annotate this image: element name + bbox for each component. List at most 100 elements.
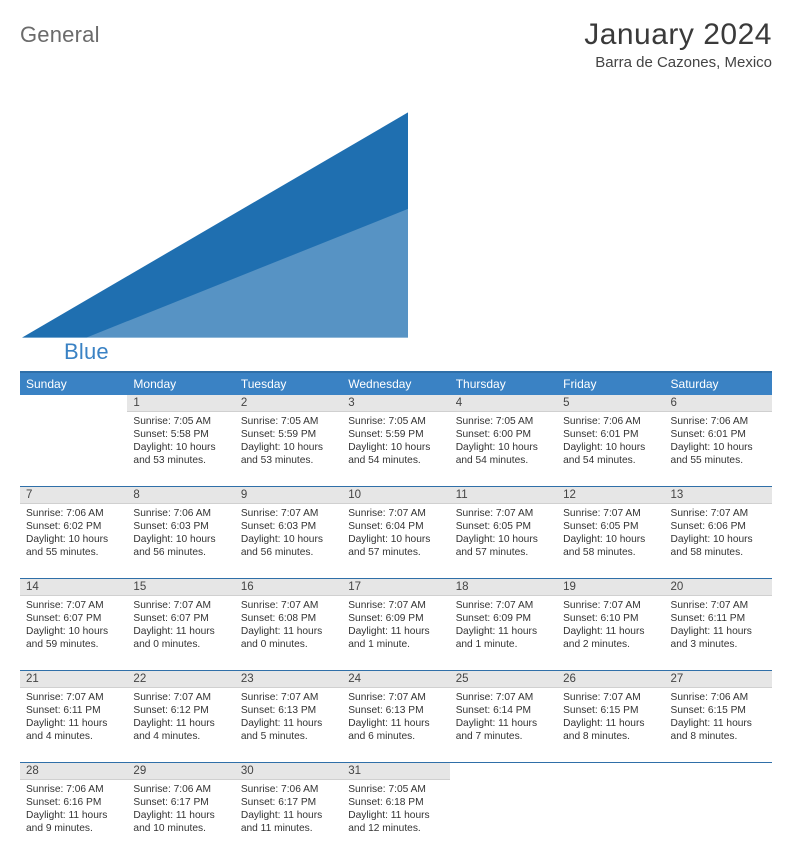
day-body: Sunrise: 7:06 AMSunset: 6:16 PMDaylight:…: [20, 780, 127, 837]
sunrise-line: Sunrise: 7:07 AM: [241, 691, 336, 704]
day-number: 9: [235, 487, 342, 504]
daylight-line: Daylight: 10 hours and 57 minutes.: [348, 533, 443, 559]
day-number: 26: [557, 671, 664, 688]
day-body: Sunrise: 7:07 AMSunset: 6:05 PMDaylight:…: [450, 504, 557, 561]
day-body: Sunrise: 7:07 AMSunset: 6:06 PMDaylight:…: [665, 504, 772, 561]
calendar-day-cell: .: [665, 763, 772, 855]
daylight-line: Daylight: 10 hours and 55 minutes.: [671, 441, 766, 467]
daylight-line: Daylight: 10 hours and 58 minutes.: [671, 533, 766, 559]
day-body: Sunrise: 7:07 AMSunset: 6:08 PMDaylight:…: [235, 596, 342, 653]
calendar-day-cell: .: [450, 763, 557, 855]
day-number: 17: [342, 579, 449, 596]
calendar-day-cell: 28Sunrise: 7:06 AMSunset: 6:16 PMDayligh…: [20, 763, 127, 855]
logo-word-blue: Blue: [64, 339, 406, 365]
day-body: Sunrise: 7:07 AMSunset: 6:11 PMDaylight:…: [20, 688, 127, 745]
day-number: 30: [235, 763, 342, 780]
calendar-day-cell: 30 Sunrise: 7:06 AMSunset: 6:17 PMDayligh…: [235, 763, 342, 855]
daylight-line: Daylight: 11 hours and 1 minute.: [348, 625, 443, 651]
sunrise-line: Sunrise: 7:07 AM: [456, 507, 551, 520]
day-number: 5: [557, 395, 664, 412]
sunset-line: Sunset: 6:17 PM: [133, 796, 228, 809]
daylight-line: Daylight: 11 hours and 0 minutes.: [133, 625, 228, 651]
daylight-line: Daylight: 10 hours and 55 minutes.: [26, 533, 121, 559]
daylight-line: Daylight: 11 hours and 8 minutes.: [563, 717, 658, 743]
sunrise-line: Sunrise: 7:07 AM: [456, 691, 551, 704]
day-body: Sunrise: 7:07 AMSunset: 6:05 PMDaylight:…: [557, 504, 664, 561]
logo-triangle-icon: [22, 325, 408, 342]
sunrise-line: Sunrise: 7:07 AM: [671, 599, 766, 612]
sunset-line: Sunset: 6:02 PM: [26, 520, 121, 533]
day-number: 11: [450, 487, 557, 504]
daylight-line: Daylight: 11 hours and 3 minutes.: [671, 625, 766, 651]
calendar-day-cell: 12Sunrise: 7:07 AMSunset: 6:05 PMDayligh…: [557, 487, 664, 579]
sunrise-line: Sunrise: 7:06 AM: [241, 783, 336, 796]
day-body: Sunrise: 7:07 AMSunset: 6:15 PMDaylight:…: [557, 688, 664, 745]
calendar-day-cell: 18Sunrise: 7:07 AMSunset: 6:09 PMDayligh…: [450, 579, 557, 671]
day-number: 24: [342, 671, 449, 688]
daylight-line: Daylight: 11 hours and 9 minutes.: [26, 809, 121, 835]
sunrise-line: Sunrise: 7:07 AM: [26, 691, 121, 704]
sunset-line: Sunset: 6:13 PM: [348, 704, 443, 717]
day-number: 19: [557, 579, 664, 596]
weekday-header-row: Sunday Monday Tuesday Wednesday Thursday…: [20, 372, 772, 395]
calendar-week-row: 14Sunrise: 7:07 AMSunset: 6:07 PMDayligh…: [20, 579, 772, 671]
day-number: 13: [665, 487, 772, 504]
daylight-line: Daylight: 11 hours and 4 minutes.: [26, 717, 121, 743]
weekday-header: Monday: [127, 372, 234, 395]
calendar-day-cell: 17Sunrise: 7:07 AMSunset: 6:09 PMDayligh…: [342, 579, 449, 671]
calendar-day-cell: 31Sunrise: 7:05 AMSunset: 6:18 PMDayligh…: [342, 763, 449, 855]
calendar-day-cell: 3Sunrise: 7:05 AMSunset: 5:59 PMDaylight…: [342, 395, 449, 487]
day-number: 16: [235, 579, 342, 596]
calendar-day-cell: 11Sunrise: 7:07 AMSunset: 6:05 PMDayligh…: [450, 487, 557, 579]
sunrise-line: Sunrise: 7:07 AM: [26, 599, 121, 612]
day-number: 3: [342, 395, 449, 412]
calendar-day-cell: 2Sunrise: 7:05 AMSunset: 5:59 PMDaylight…: [235, 395, 342, 487]
day-number: 10: [342, 487, 449, 504]
sunrise-line: Sunrise: 7:06 AM: [26, 783, 121, 796]
day-number: 23: [235, 671, 342, 688]
day-body: Sunrise: 7:05 AMSunset: 5:59 PMDaylight:…: [235, 412, 342, 469]
day-number: 31: [342, 763, 449, 780]
day-number: 7: [20, 487, 127, 504]
day-body: Sunrise: 7:07 AMSunset: 6:09 PMDaylight:…: [450, 596, 557, 653]
day-number: 6: [665, 395, 772, 412]
day-number: 27: [665, 671, 772, 688]
calendar-day-cell: 19Sunrise: 7:07 AMSunset: 6:10 PMDayligh…: [557, 579, 664, 671]
sunrise-line: Sunrise: 7:07 AM: [133, 691, 228, 704]
sunrise-line: Sunrise: 7:06 AM: [563, 415, 658, 428]
sunset-line: Sunset: 6:05 PM: [456, 520, 551, 533]
calendar-day-cell: 22Sunrise: 7:07 AMSunset: 6:12 PMDayligh…: [127, 671, 234, 763]
calendar-day-cell: 24Sunrise: 7:07 AMSunset: 6:13 PMDayligh…: [342, 671, 449, 763]
calendar-day-cell: 7Sunrise: 7:06 AMSunset: 6:02 PMDaylight…: [20, 487, 127, 579]
calendar-day-cell: 15Sunrise: 7:07 AMSunset: 6:07 PMDayligh…: [127, 579, 234, 671]
calendar-day-cell: 6Sunrise: 7:06 AMSunset: 6:01 PMDaylight…: [665, 395, 772, 487]
sunset-line: Sunset: 6:17 PM: [241, 796, 336, 809]
day-body: Sunrise: 7:06 AMSunset: 6:17 PMDaylight:…: [127, 780, 234, 837]
day-number: 12: [557, 487, 664, 504]
sunrise-line: Sunrise: 7:07 AM: [456, 599, 551, 612]
day-body: Sunrise: 7:07 AMSunset: 6:12 PMDaylight:…: [127, 688, 234, 745]
calendar-week-row: 7Sunrise: 7:06 AMSunset: 6:02 PMDaylight…: [20, 487, 772, 579]
sunrise-line: Sunrise: 7:07 AM: [563, 599, 658, 612]
calendar-day-cell: 10Sunrise: 7:07 AMSunset: 6:04 PMDayligh…: [342, 487, 449, 579]
sunrise-line: Sunrise: 7:06 AM: [671, 691, 766, 704]
calendar-day-cell: .: [20, 395, 127, 487]
calendar-day-cell: 13Sunrise: 7:07 AMSunset: 6:06 PMDayligh…: [665, 487, 772, 579]
sunrise-line: Sunrise: 7:06 AM: [26, 507, 121, 520]
sunrise-line: Sunrise: 7:06 AM: [133, 507, 228, 520]
day-number: 18: [450, 579, 557, 596]
sunset-line: Sunset: 6:01 PM: [563, 428, 658, 441]
sunset-line: Sunset: 6:13 PM: [241, 704, 336, 717]
calendar-day-cell: 16Sunrise: 7:07 AMSunset: 6:08 PMDayligh…: [235, 579, 342, 671]
day-body: Sunrise: 7:05 AMSunset: 5:59 PMDaylight:…: [342, 412, 449, 469]
day-body: Sunrise: 7:06 AMSunset: 6:02 PMDaylight:…: [20, 504, 127, 561]
weekday-header: Friday: [557, 372, 664, 395]
day-body: Sunrise: 7:07 AMSunset: 6:07 PMDaylight:…: [127, 596, 234, 653]
calendar-day-cell: 1Sunrise: 7:05 AMSunset: 5:58 PMDaylight…: [127, 395, 234, 487]
calendar-table: Sunday Monday Tuesday Wednesday Thursday…: [20, 371, 772, 855]
daylight-line: Daylight: 10 hours and 54 minutes.: [456, 441, 551, 467]
day-number: 8: [127, 487, 234, 504]
sunset-line: Sunset: 6:07 PM: [133, 612, 228, 625]
calendar-day-cell: 8Sunrise: 7:06 AMSunset: 6:03 PMDaylight…: [127, 487, 234, 579]
daylight-line: Daylight: 11 hours and 11 minutes.: [241, 809, 336, 835]
